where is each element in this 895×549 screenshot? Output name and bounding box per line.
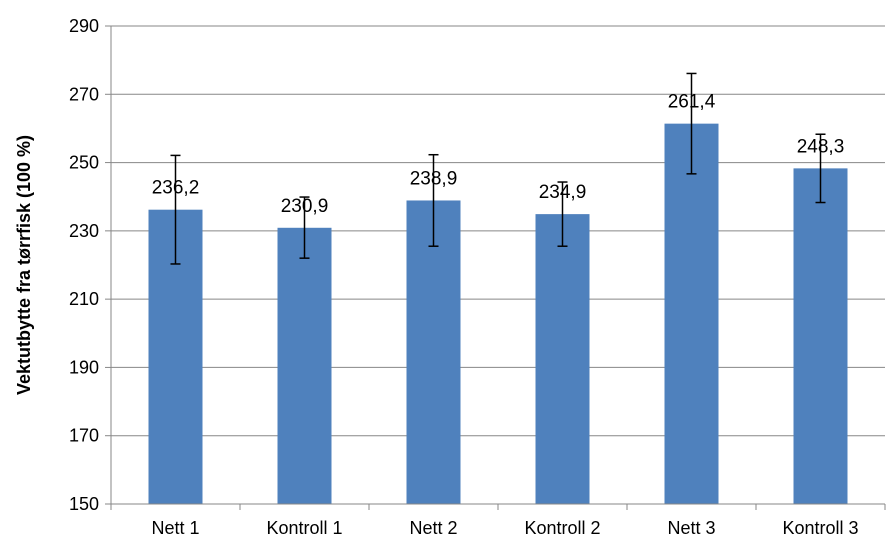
x-category-label: Kontroll 3 <box>782 518 858 538</box>
bar <box>277 227 332 504</box>
gridlines <box>111 25 885 437</box>
y-tick-label: 170 <box>69 426 99 446</box>
x-category-label: Nett 2 <box>409 518 457 538</box>
data-label: 234,9 <box>539 182 587 203</box>
y-tick-label: 190 <box>69 357 99 377</box>
y-tick-label: 230 <box>69 221 99 241</box>
bars <box>148 123 848 505</box>
y-axis-title: Vektutbytte fra tørrfisk (100 %) <box>14 135 34 395</box>
x-category-labels: Nett 1 Kontroll 1 Nett 2 Kontroll 2 Nett 3 Ko… <box>151 518 858 538</box>
y-tick-label: 250 <box>69 153 99 173</box>
data-label: 238,9 <box>410 168 458 189</box>
data-label: 236,2 <box>152 178 200 199</box>
error-bar <box>815 133 826 204</box>
error-bars <box>170 72 826 265</box>
bar <box>535 214 590 504</box>
y-tick-label: 210 <box>69 289 99 309</box>
error-bar <box>299 196 310 259</box>
bar <box>664 123 719 505</box>
x-category-label: Nett 3 <box>667 518 715 538</box>
data-label: 230,9 <box>281 196 329 217</box>
error-bar <box>686 72 697 175</box>
axes <box>105 25 886 510</box>
x-category-label: Kontroll 1 <box>266 518 342 538</box>
data-label: 261,4 <box>668 92 716 113</box>
error-bar <box>557 181 568 247</box>
x-category-label: Kontroll 2 <box>524 518 600 538</box>
y-tick-label: 150 <box>69 494 99 514</box>
y-tick-labels: 150 170 190 210 230 250 270 290 <box>69 16 99 514</box>
error-bar <box>170 154 181 265</box>
y-tick-label: 270 <box>69 84 99 104</box>
x-category-label: Nett 1 <box>151 518 199 538</box>
bar <box>793 168 848 504</box>
error-bar <box>428 153 439 247</box>
bar <box>406 200 461 504</box>
y-tick-label: 290 <box>69 16 99 36</box>
data-labels: 236,2 230,9 238,9 234,9 261,4 248,3 <box>152 92 845 217</box>
data-label: 248,3 <box>797 136 845 157</box>
